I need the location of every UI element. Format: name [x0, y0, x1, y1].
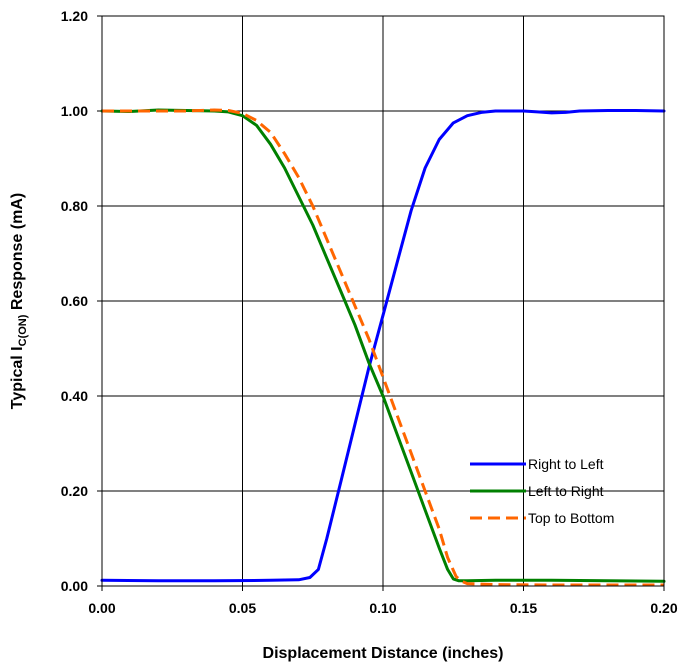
- x-tick-label: 0.00: [88, 600, 115, 616]
- y-tick-label: 0.40: [61, 388, 88, 404]
- series-lines: [100, 108, 666, 587]
- y-axis-title: Typical IC(ON) Response (mA): [9, 193, 29, 409]
- x-axis-title: Displacement Distance (inches): [263, 645, 504, 662]
- y-tick-label: 0.00: [61, 578, 88, 594]
- x-tick-label: 0.20: [650, 600, 677, 616]
- series-line-top-to-bottom: [102, 108, 664, 587]
- y-axis-title-prefix: Typical I: [9, 346, 26, 409]
- legend-label: Right to Left: [528, 456, 604, 472]
- legend-label: Top to Bottom: [528, 510, 614, 526]
- y-tick-label: 1.20: [61, 8, 88, 24]
- y-tick-label: 0.60: [61, 293, 88, 309]
- x-tick-label: 0.15: [510, 600, 537, 616]
- y-tick-label: 0.20: [61, 483, 88, 499]
- legend: Right to Left Left to Right Top to Bottom: [470, 456, 614, 526]
- y-tick-label: 0.80: [61, 198, 88, 214]
- tick-labels: 0.00 0.20 0.40 0.60 0.80 1.00 1.20 0.00 0.05 0.10…: [61, 8, 678, 616]
- y-axis-title-subscript: C(ON): [17, 314, 29, 346]
- legend-label: Left to Right: [528, 483, 604, 499]
- series-line-right-to-left: [100, 109, 666, 583]
- y-tick-label: 1.00: [61, 103, 88, 119]
- x-tick-label: 0.05: [229, 600, 256, 616]
- x-tick-label: 0.10: [369, 600, 396, 616]
- plot-area-frame: [101, 15, 665, 587]
- y-axis-title-suffix: Response (mA): [9, 193, 26, 315]
- series-line-left-to-right: [100, 108, 666, 583]
